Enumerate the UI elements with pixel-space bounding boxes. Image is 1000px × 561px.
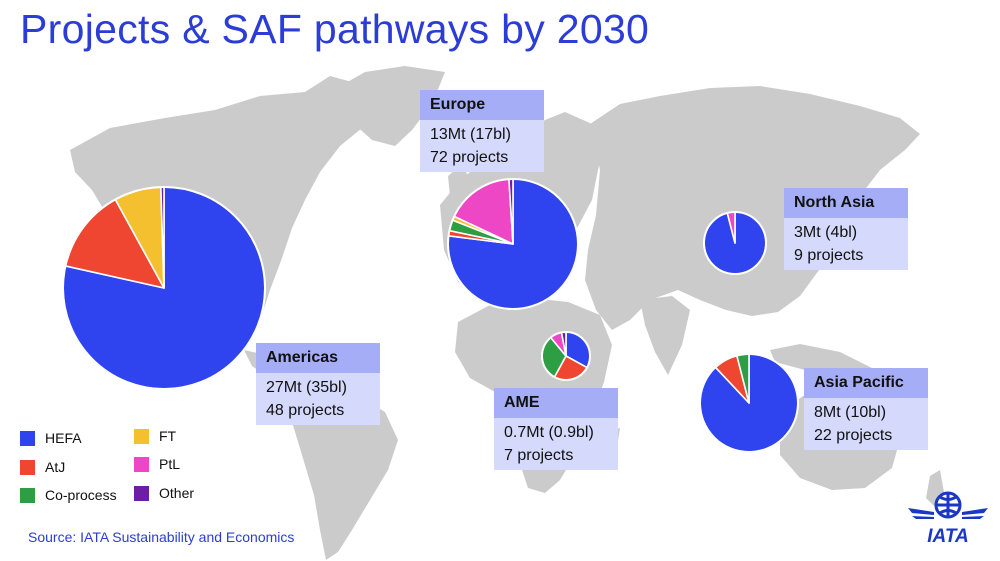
legend-item-ptl: PtL <box>134 456 180 472</box>
legend-item-hefa: HEFA <box>20 430 82 446</box>
legend-label: HEFA <box>45 430 82 446</box>
region-name: North Asia <box>784 188 908 218</box>
pie-outline-north-asia <box>703 211 767 275</box>
region-volume: 0.7Mt (0.9bl) <box>504 424 594 441</box>
pie-outline-asia-pacific <box>699 353 799 453</box>
source-note: Source: IATA Sustainability and Economic… <box>28 529 295 545</box>
region-projects: 7 projects <box>504 447 574 464</box>
region-label-americas: Americas 27Mt (35bl) 48 projects <box>256 343 380 425</box>
legend-swatch <box>134 485 149 501</box>
page-title: Projects & SAF pathways by 2030 <box>20 6 650 52</box>
legend-label: AtJ <box>45 459 66 475</box>
wings-icon <box>908 508 988 519</box>
region-projects: 9 projects <box>794 247 864 264</box>
iata-logo: IATA <box>908 491 988 546</box>
region-name: Americas <box>256 343 380 373</box>
region-name: Europe <box>420 90 544 120</box>
legend-swatch <box>20 459 35 475</box>
region-volume: 27Mt (35bl) <box>266 379 347 396</box>
legend-swatch <box>20 487 35 503</box>
legend-label: Co-process <box>45 487 117 503</box>
region-name: AME <box>494 388 618 418</box>
region-volume: 13Mt (17bl) <box>430 126 511 143</box>
legend-item-ft: FT <box>134 428 176 444</box>
region-label-asia-pacific: Asia Pacific 8Mt (10bl) 22 projects <box>804 368 928 450</box>
pie-outline-ame <box>541 331 591 381</box>
legend-swatch <box>20 430 35 446</box>
region-projects: 72 projects <box>430 149 509 166</box>
region-projects: 22 projects <box>814 427 893 444</box>
legend-label: FT <box>159 428 177 444</box>
legend-swatch <box>134 456 149 472</box>
legend-item-co-process: Co-process <box>20 487 117 503</box>
pie-outline-europe <box>447 178 579 310</box>
pie-outline-americas <box>62 186 266 390</box>
region-label-europe: Europe 13Mt (17bl) 72 projects <box>420 90 544 172</box>
region-volume: 8Mt (10bl) <box>814 404 887 421</box>
region-name: Asia Pacific <box>804 368 928 398</box>
region-projects: 48 projects <box>266 402 345 419</box>
legend-item-atj: AtJ <box>20 459 65 475</box>
legend-label: Other <box>159 485 195 501</box>
globe-icon <box>934 491 962 519</box>
legend-label: PtL <box>159 456 181 472</box>
region-volume: 3Mt (4bl) <box>794 224 858 241</box>
logo-text: IATA <box>927 526 969 546</box>
legend-item-other: Other <box>134 485 194 501</box>
legend-swatch <box>134 428 149 444</box>
pie-charts <box>62 178 799 453</box>
region-label-north-asia: North Asia 3Mt (4bl) 9 projects <box>784 188 908 270</box>
region-label-ame: AME 0.7Mt (0.9bl) 7 projects <box>494 388 618 470</box>
